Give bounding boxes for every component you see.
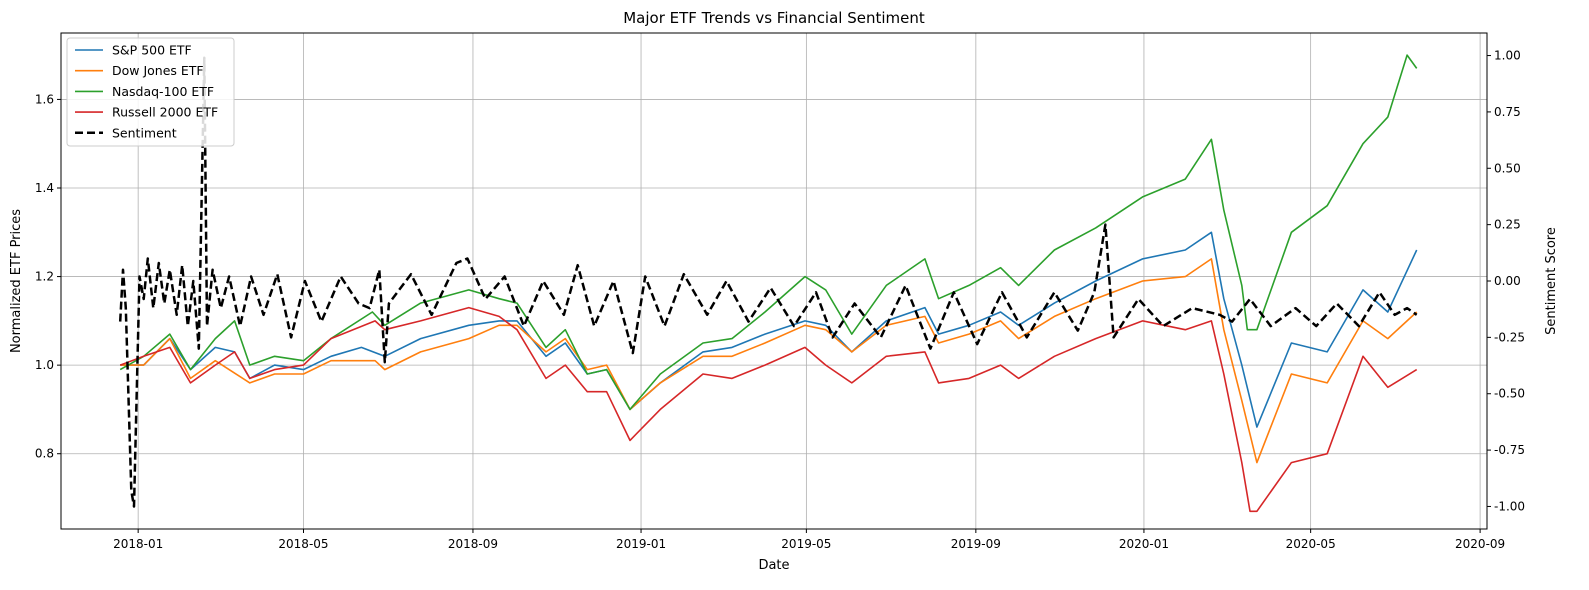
series-line-s-p-500-etf: [120, 231, 1418, 428]
chart-title: Major ETF Trends vs Financial Sentiment: [623, 9, 925, 27]
legend-label: Nasdaq-100 ETF: [112, 84, 214, 99]
legend-label: S&P 500 ETF: [112, 43, 192, 58]
x-tick-label: 2018-01: [113, 537, 163, 551]
y2-tick-label: -0.50: [1494, 387, 1525, 401]
y-tick-label: 1.6: [35, 92, 54, 106]
series-line-russell-2000-etf: [119, 306, 1418, 513]
x-axis: 2018-01 2018-05 2018-09 2019-01 2019-05 2019-…: [113, 529, 1505, 551]
series-line-dow-jones-etf: [120, 258, 1418, 464]
legend-label: Sentiment: [112, 125, 177, 140]
series-line-nasdaq-100-etf: [119, 54, 1418, 411]
x-tick-label: 2019-05: [781, 537, 831, 551]
y2-tick-label: 0.00: [1494, 274, 1521, 288]
x-tick-label: 2019-09: [951, 537, 1001, 551]
legend-label: Dow Jones ETF: [112, 63, 204, 78]
x-tick-label: 2020-01: [1119, 537, 1169, 551]
x-tick-label: 2020-05: [1286, 537, 1336, 551]
x-tick-label: 2018-05: [278, 537, 328, 551]
y2-tick-label: 1.00: [1494, 49, 1521, 63]
x-tick-label: 2020-09: [1455, 537, 1505, 551]
legend-box: [66, 37, 235, 147]
legend: S&P 500 ETF Dow Jones ETF Nasdaq-100 ETF Ru…: [66, 37, 235, 147]
x-tick-label: 2019-01: [616, 537, 666, 551]
y-axis-left: 0.8 1.0 1.2 1.4 1.6: [35, 92, 61, 461]
y2-tick-label: 0.50: [1494, 161, 1521, 175]
y-axis-right: -1.00 -0.75 -0.50 -0.25 0.00 0.25 0.50 0.75 1.00: [1487, 49, 1525, 513]
y-tick-label: 1.4: [35, 181, 54, 195]
x-axis-label: Date: [758, 558, 789, 573]
y-axis-label: Normalized ETF Prices: [9, 209, 24, 353]
y-tick-label: 0.8: [35, 447, 54, 461]
legend-label: Russell 2000 ETF: [112, 105, 218, 120]
y2-tick-label: -0.25: [1494, 330, 1525, 344]
series-layer: [118, 54, 1418, 513]
y-tick-label: 1.0: [35, 358, 54, 372]
y2-tick-label: -0.75: [1494, 443, 1525, 457]
y-tick-label: 1.2: [35, 270, 54, 284]
y2-axis-label: Sentiment Score: [1544, 227, 1559, 335]
x-tick-label: 2018-09: [448, 537, 498, 551]
y2-tick-label: 0.75: [1494, 105, 1521, 119]
series-line-sentiment: [118, 56, 1418, 508]
y2-tick-label: -1.00: [1494, 499, 1525, 513]
y2-tick-label: 0.25: [1494, 218, 1521, 232]
